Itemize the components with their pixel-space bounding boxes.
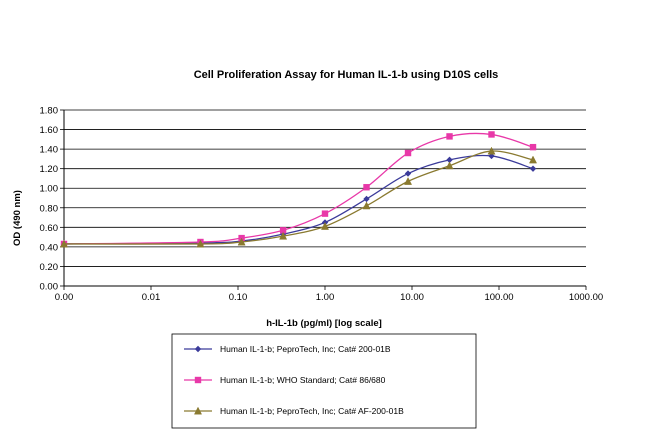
x-tick-label: 1.00 [316, 292, 335, 303]
data-point [196, 239, 205, 248]
legend-box [171, 333, 477, 429]
y-tick-label: 1.80 [40, 106, 59, 117]
y-tick-label: 1.60 [40, 125, 59, 136]
data-point [487, 146, 496, 155]
x-tick-label: 1000.00 [569, 292, 603, 303]
x-tick-label: 0.01 [142, 292, 161, 303]
legend: Human IL-1-b; PeproTech, Inc; Cat# 200-0… [171, 333, 477, 429]
legend-marker [193, 406, 203, 415]
y-tick-label: 1.20 [40, 164, 59, 175]
legend-label: Human IL-1-b; PeproTech, Inc; Cat# AF-20… [220, 406, 404, 416]
legend-item: Human IL-1-b; WHO Standard; Cat# 86/680 [184, 375, 386, 385]
data-point [404, 177, 413, 185]
data-point [529, 165, 537, 172]
chart-title: Cell Proliferation Assay for Human IL-1-… [194, 69, 499, 81]
data-point [363, 195, 370, 203]
data-point [237, 237, 246, 246]
data-point [362, 201, 371, 210]
axes: 0.00 0.20 0.40 0.60 0.80 1.00 1.20 1.40 1.60 1.80… [40, 106, 604, 304]
data-point [363, 184, 370, 191]
grid [64, 109, 586, 267]
series-line [63, 150, 534, 245]
y-tick-label: 1.40 [40, 145, 59, 156]
data-point [446, 156, 453, 164]
y-tick-label: 0.40 [40, 242, 59, 253]
legend-label: Human IL-1-b; WHO Standard; Cat# 86/680 [220, 375, 386, 385]
x-tick-label: 10.00 [400, 292, 424, 303]
y-tick-label: 0.00 [40, 282, 59, 293]
series-line [63, 132, 534, 245]
data-point [529, 155, 538, 164]
series-2 [60, 131, 537, 248]
x-axis-label: h-IL-1b (pg/ml) [log scale] [266, 318, 382, 329]
y-tick-label: 0.60 [40, 223, 59, 234]
data-point [404, 170, 412, 177]
data-point [488, 131, 495, 138]
y-axis-label: OD (490 nm) [12, 190, 23, 246]
data-point [320, 222, 330, 230]
legend-marker [194, 376, 202, 384]
data-point [279, 227, 287, 234]
series-3 [59, 146, 538, 248]
plot-series [59, 131, 538, 248]
legend-marker [194, 345, 202, 353]
legend-item: Human IL-1-b; PeproTech, Inc; Cat# 200-0… [184, 344, 391, 354]
x-tick-label: 100.00 [484, 292, 513, 303]
data-point [529, 143, 537, 151]
x-tick-label: 0.00 [55, 292, 74, 303]
y-tick-label: 0.20 [40, 262, 59, 273]
y-tick-label: 1.00 [40, 184, 59, 195]
data-point [404, 149, 412, 157]
series-line [63, 154, 534, 245]
legend-label: Human IL-1-b; PeproTech, Inc; Cat# 200-0… [220, 344, 391, 354]
x-tick-label: 0.10 [229, 292, 248, 303]
data-point [446, 133, 453, 140]
data-point [321, 210, 329, 217]
y-tick-label: 0.80 [40, 203, 59, 214]
data-point [59, 239, 69, 248]
data-point [279, 231, 288, 240]
data-point [445, 161, 454, 170]
legend-item: Human IL-1-b; PeproTech, Inc; Cat# AF-20… [184, 406, 404, 416]
